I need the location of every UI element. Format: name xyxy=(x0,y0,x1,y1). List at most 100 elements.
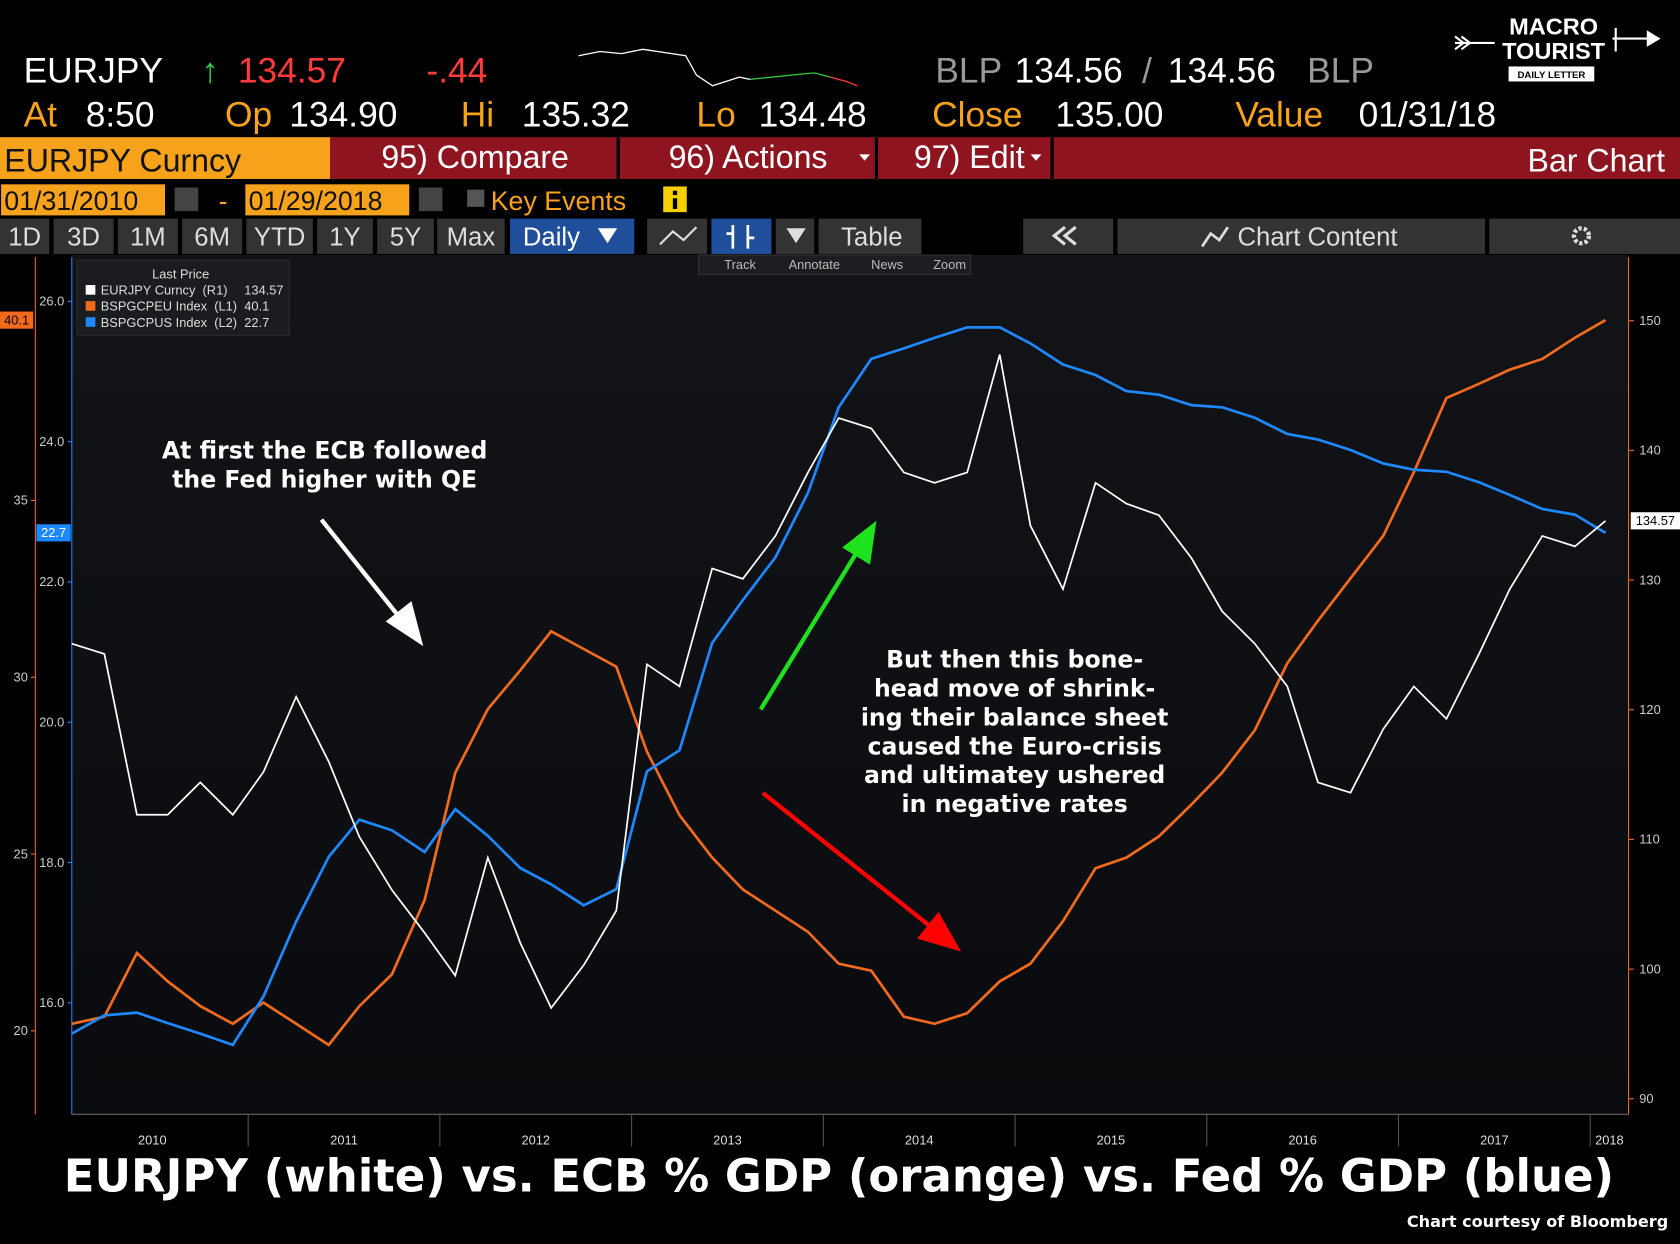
period-label: 3D xyxy=(67,223,100,251)
frequency: Daily xyxy=(523,223,580,251)
red-arrowhead xyxy=(917,911,962,952)
period-label: 6M xyxy=(194,223,230,251)
plot-tool[interactable]: Annotate xyxy=(789,257,840,272)
start-date: 01/31/2010 xyxy=(4,186,138,216)
x-tick-label: 2012 xyxy=(521,1132,550,1147)
period-tab[interactable] xyxy=(377,218,434,254)
period-tab[interactable] xyxy=(0,218,50,254)
x-tick-label: 2014 xyxy=(905,1132,934,1147)
bid: 134.56 xyxy=(1015,52,1123,91)
open-label: Op xyxy=(225,95,272,134)
period-tab[interactable] xyxy=(437,218,505,254)
end-date: 01/29/2018 xyxy=(249,186,383,216)
y-tick-label: 90 xyxy=(1639,1091,1653,1106)
change-arrow: ↑ xyxy=(201,52,219,91)
logo-feather xyxy=(1454,35,1472,51)
info-glyph xyxy=(672,198,678,209)
start-date-box[interactable] xyxy=(1,184,166,216)
chart-content: Chart Content xyxy=(1238,223,1398,251)
legend-swatch xyxy=(85,317,96,327)
dropdown-icon xyxy=(859,154,870,161)
period-tab[interactable] xyxy=(117,218,178,254)
y3-tick-label: 18.0 xyxy=(39,855,64,870)
x-tick-label: 2011 xyxy=(330,1132,358,1147)
sparkline-down xyxy=(830,76,858,87)
bar-icon xyxy=(726,225,755,249)
high-label: Hi xyxy=(461,95,494,134)
green-arrowhead xyxy=(842,520,877,565)
legend-swatch xyxy=(85,285,96,295)
period-tab[interactable] xyxy=(53,218,114,254)
legend-box xyxy=(76,259,290,336)
y2-tick-label: 20 xyxy=(14,1023,28,1038)
series-line xyxy=(71,326,1607,1047)
menu-bar xyxy=(330,137,1680,179)
legend-value: 134.57 xyxy=(244,283,283,298)
calendar-icon[interactable] xyxy=(418,187,443,212)
period-tab[interactable] xyxy=(182,218,243,254)
close: 135.00 xyxy=(1055,95,1163,134)
chart-content-icon xyxy=(1201,226,1229,248)
time-label: At xyxy=(24,95,58,134)
annotation: At first the ECB followed xyxy=(162,437,487,465)
period-tab[interactable] xyxy=(246,218,313,254)
compare-button[interactable]: 95) Compare xyxy=(381,139,568,175)
logo-tagline: DAILY LETTER xyxy=(1517,70,1585,81)
legend-label: BSPGCPEU Index (L1) xyxy=(101,299,237,314)
y2-tick-label: 25 xyxy=(14,846,28,861)
frequency-tab[interactable] xyxy=(510,218,635,254)
plot-tool[interactable]: Zoom xyxy=(933,257,966,272)
x-tick-label: 2010 xyxy=(138,1132,167,1147)
date-sep: - xyxy=(219,186,228,216)
y2-tick-label: 35 xyxy=(14,493,28,508)
legend-value: 22.7 xyxy=(244,315,269,330)
series-line xyxy=(71,318,1607,1047)
logo-arrowhead xyxy=(1614,27,1661,52)
separator: / xyxy=(1142,52,1152,91)
edit-button[interactable]: 97) Edit xyxy=(914,139,1025,175)
period-tabs: 1D 3D 1M 6M YTD 1Y 5Y Max xyxy=(0,218,505,254)
gear-icon xyxy=(1571,226,1592,246)
security-box[interactable] xyxy=(0,137,330,179)
line-tool[interactable] xyxy=(647,218,708,254)
x-tick-label: 2013 xyxy=(713,1132,742,1147)
ask: 134.56 xyxy=(1168,52,1276,91)
legend-value: 40.1 xyxy=(244,299,269,314)
table-tab[interactable] xyxy=(818,218,922,254)
period-label: Max xyxy=(447,223,496,251)
y3-tick-label: 26.0 xyxy=(39,294,64,309)
series-line xyxy=(71,354,1607,1010)
calendar-icon[interactable] xyxy=(174,187,199,212)
line-icon xyxy=(659,226,698,246)
time: 8:50 xyxy=(86,95,155,134)
red-arrow xyxy=(761,791,939,934)
y-tick-label: 120 xyxy=(1639,702,1660,717)
settings-tab[interactable] xyxy=(1489,218,1680,254)
bar-tool[interactable] xyxy=(711,218,772,254)
checkbox[interactable] xyxy=(467,189,485,207)
info-glyph xyxy=(672,190,678,196)
dropdown-icon xyxy=(597,228,618,244)
logo: MACRO TOURIST DAILY LETTER xyxy=(1454,13,1661,82)
end-date-box[interactable] xyxy=(245,184,410,216)
period-tab[interactable] xyxy=(317,218,373,254)
plot-tool[interactable]: News xyxy=(871,257,903,272)
y3-tick-label: 20.0 xyxy=(39,715,64,730)
actions-button[interactable]: 96) Actions xyxy=(669,139,828,175)
legend-label: BSPGCPUS Index (L2) xyxy=(101,315,237,330)
last-value-tag xyxy=(1630,512,1680,530)
legend-label: EURJPY Curncy (R1) xyxy=(101,283,228,298)
white-arrowhead xyxy=(385,601,424,647)
source: Chart courtesy of Bloomberg xyxy=(1407,1212,1668,1231)
dropdown-icon xyxy=(786,228,806,244)
security: EURJPY Curncy xyxy=(4,142,241,178)
low: 134.48 xyxy=(759,95,867,134)
chart-content-tab[interactable] xyxy=(1117,218,1486,254)
sparkline-up xyxy=(749,72,831,80)
annotation: head move of shrink- xyxy=(874,674,1155,702)
annotation: ing their balance sheet xyxy=(861,703,1169,731)
logo-line1: MACRO xyxy=(1509,13,1598,39)
last-price: 134.57 xyxy=(238,52,346,91)
plot-tool[interactable]: Track xyxy=(724,257,756,272)
